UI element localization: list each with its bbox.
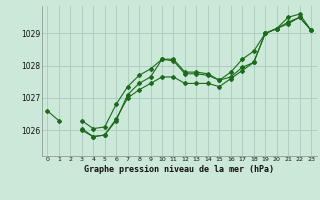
X-axis label: Graphe pression niveau de la mer (hPa): Graphe pression niveau de la mer (hPa) [84, 165, 274, 174]
